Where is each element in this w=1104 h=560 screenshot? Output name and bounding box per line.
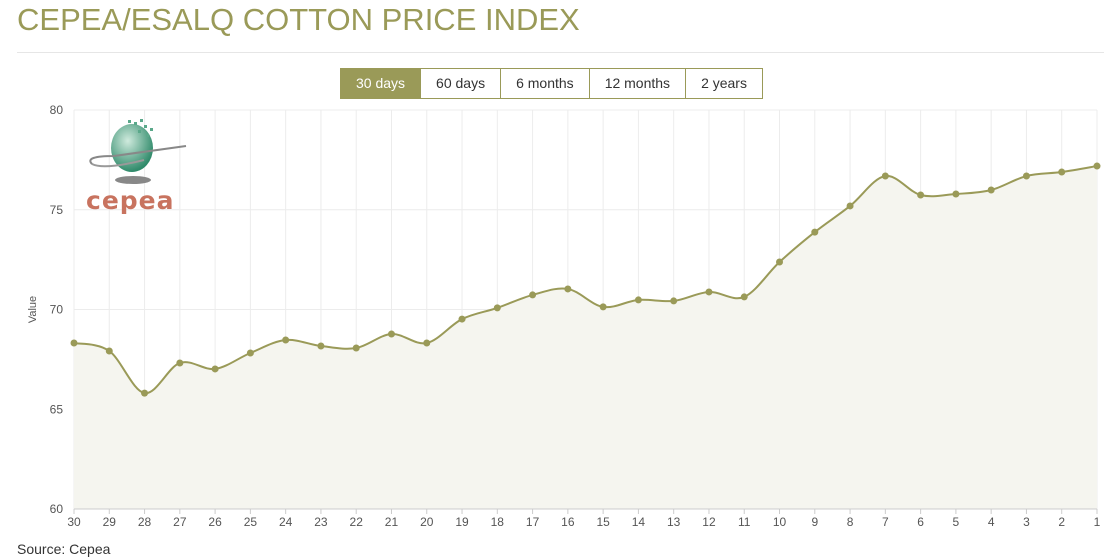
- data-point: [1022, 172, 1030, 180]
- x-tick-label: 30: [67, 515, 81, 529]
- x-tick-label: 20: [420, 515, 434, 529]
- series-area: [74, 166, 1097, 509]
- data-point: [387, 330, 395, 338]
- x-tick-label: 15: [596, 515, 610, 529]
- x-tick-label: 4: [988, 515, 995, 529]
- data-point: [705, 288, 713, 296]
- range-button-60-days[interactable]: 60 days: [420, 69, 501, 98]
- x-tick-label: 25: [244, 515, 258, 529]
- data-point: [776, 258, 784, 266]
- divider: [17, 52, 1104, 53]
- x-tick-label: 7: [882, 515, 889, 529]
- x-tick-label: 28: [138, 515, 152, 529]
- range-selector: 30 days 60 days 6 months 12 months 2 yea…: [340, 68, 763, 99]
- data-point: [670, 297, 678, 305]
- data-point: [176, 359, 184, 367]
- data-point: [70, 339, 78, 347]
- data-point: [282, 336, 290, 344]
- x-tick-label: 1: [1094, 515, 1101, 529]
- data-point: [211, 365, 219, 373]
- data-point: [1093, 162, 1101, 170]
- source-note: Source: Cepea: [17, 541, 111, 557]
- x-tick-label: 10: [773, 515, 787, 529]
- data-point: [141, 389, 149, 397]
- data-point: [634, 296, 642, 304]
- data-point: [529, 291, 537, 299]
- data-point: [846, 202, 854, 210]
- x-tick-label: 3: [1023, 515, 1030, 529]
- logo-text: cepea: [86, 186, 175, 215]
- data-point: [987, 186, 995, 194]
- y-tick-label: 75: [50, 203, 64, 217]
- x-tick-label: 18: [491, 515, 505, 529]
- data-point: [105, 347, 113, 355]
- x-tick-label: 29: [103, 515, 117, 529]
- range-button-6-months[interactable]: 6 months: [500, 69, 589, 98]
- data-point: [352, 344, 360, 352]
- globe-icon: [89, 119, 187, 184]
- data-point: [917, 191, 925, 199]
- range-button-12-months[interactable]: 12 months: [588, 69, 686, 98]
- data-point: [423, 339, 431, 347]
- data-point: [317, 342, 325, 350]
- page-title: CEPEA/ESALQ COTTON PRICE INDEX: [17, 2, 580, 37]
- data-point: [599, 303, 607, 311]
- y-tick-label: 70: [50, 303, 64, 317]
- data-point: [952, 190, 960, 198]
- y-tick-label: 80: [50, 103, 64, 117]
- x-tick-label: 11: [738, 515, 751, 529]
- y-axis-title: Value: [27, 296, 39, 323]
- data-point: [246, 349, 254, 357]
- data-point: [1058, 168, 1066, 176]
- x-tick-label: 5: [953, 515, 960, 529]
- x-tick-label: 2: [1058, 515, 1065, 529]
- x-tick-label: 24: [279, 515, 293, 529]
- x-tick-label: 27: [173, 515, 187, 529]
- x-tick-label: 6: [917, 515, 924, 529]
- x-tick-label: 9: [811, 515, 818, 529]
- x-tick-label: 8: [847, 515, 854, 529]
- data-point: [493, 304, 501, 312]
- x-tick-label: 16: [561, 515, 575, 529]
- x-tick-label: 22: [350, 515, 364, 529]
- data-point: [564, 285, 572, 293]
- x-tick-label: 26: [208, 515, 222, 529]
- x-tick-label: 17: [526, 515, 540, 529]
- x-tick-label: 13: [667, 515, 681, 529]
- data-point: [811, 228, 819, 236]
- x-tick-label: 19: [455, 515, 469, 529]
- x-tick-label: 21: [385, 515, 399, 529]
- data-point: [881, 172, 889, 180]
- x-tick-label: 12: [702, 515, 716, 529]
- x-tick-label: 14: [632, 515, 646, 529]
- x-tick-label: 23: [314, 515, 328, 529]
- range-button-2-years[interactable]: 2 years: [685, 69, 762, 98]
- y-tick-label: 60: [50, 502, 64, 516]
- data-point: [458, 315, 466, 323]
- range-button-30-days[interactable]: 30 days: [341, 69, 421, 98]
- y-tick-label: 65: [50, 402, 64, 416]
- cepea-logo: cepea: [84, 116, 194, 216]
- data-point: [740, 293, 748, 301]
